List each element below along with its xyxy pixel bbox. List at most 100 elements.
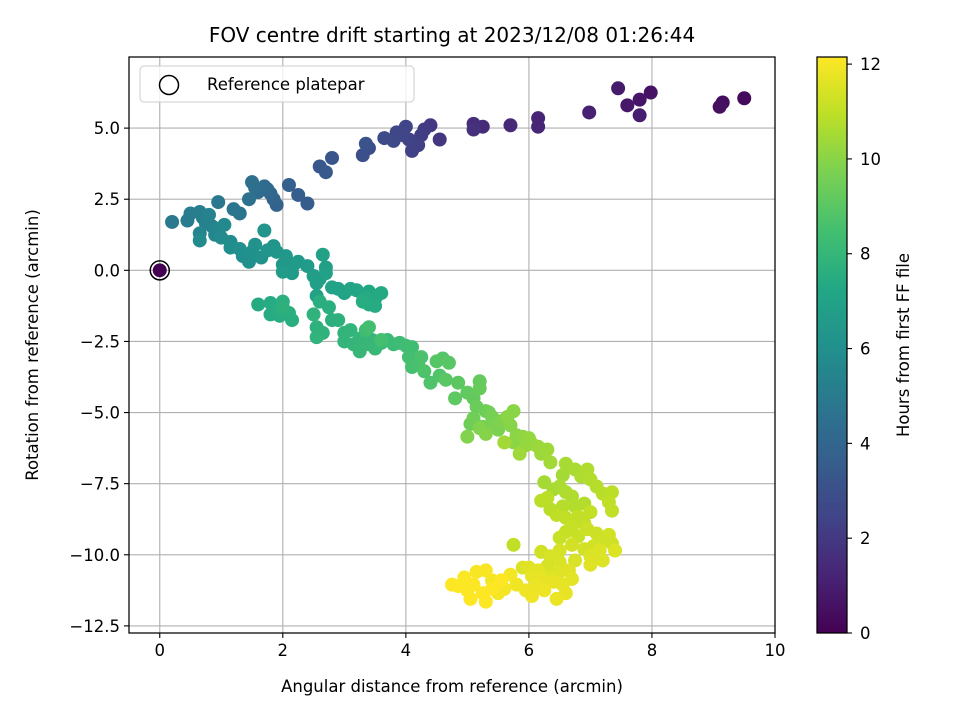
data-point xyxy=(595,553,610,568)
data-point xyxy=(300,196,315,211)
data-point xyxy=(429,354,444,369)
y-tick-label: −5.0 xyxy=(80,404,120,423)
data-point xyxy=(275,264,290,279)
data-point xyxy=(463,591,478,606)
data-point xyxy=(325,150,340,165)
y-tick-label: −10.0 xyxy=(69,546,120,565)
data-point xyxy=(331,313,346,328)
y-tick-label: 0.0 xyxy=(94,261,120,280)
data-point xyxy=(608,543,623,558)
data-point xyxy=(374,333,389,348)
data-point xyxy=(632,92,647,107)
data-point xyxy=(583,505,598,520)
data-point xyxy=(211,195,226,210)
data-point xyxy=(226,202,241,217)
colorbar-tick-label: 12 xyxy=(860,55,881,74)
data-point xyxy=(552,530,567,545)
data-point xyxy=(285,313,300,328)
data-point xyxy=(414,350,429,365)
data-point xyxy=(368,298,383,313)
data-point xyxy=(355,148,370,163)
y-tick-label: −7.5 xyxy=(80,475,120,494)
colorbar xyxy=(816,56,848,634)
reference-point xyxy=(152,263,167,278)
colorbar-ticks: 0 2 4 6 8 10 12 xyxy=(847,55,881,643)
data-point xyxy=(524,589,539,604)
colorbar-tick-label: 0 xyxy=(860,624,871,643)
colorbar-tick-label: 4 xyxy=(860,434,871,453)
legend: Reference platepar xyxy=(139,65,415,103)
data-point xyxy=(245,175,260,190)
x-tick-label: 10 xyxy=(765,641,786,660)
data-point xyxy=(241,192,256,207)
data-point xyxy=(309,330,324,345)
y-tick-label: −12.5 xyxy=(69,617,120,636)
data-point xyxy=(432,132,447,147)
x-axis-label: Angular distance from reference (arcmin) xyxy=(281,677,623,696)
data-point xyxy=(355,294,370,309)
data-point xyxy=(478,594,493,609)
data-point xyxy=(248,237,263,252)
data-point xyxy=(506,537,521,552)
data-point xyxy=(321,300,336,315)
data-point xyxy=(192,233,207,248)
data-point xyxy=(620,98,635,113)
data-point xyxy=(309,276,324,291)
data-point xyxy=(315,247,330,262)
chart-title: FOV centre drift starting at 2023/12/08 … xyxy=(209,23,695,47)
x-tick-label: 4 xyxy=(401,641,412,660)
data-point xyxy=(712,99,727,114)
data-point xyxy=(445,577,459,592)
data-point xyxy=(448,391,463,406)
data-point xyxy=(555,468,570,483)
data-point xyxy=(361,320,376,335)
data-point xyxy=(582,105,597,120)
data-point xyxy=(484,581,499,596)
data-point xyxy=(257,223,272,238)
data-point xyxy=(632,108,647,123)
reference-ring xyxy=(149,260,171,281)
data-point xyxy=(165,214,180,229)
data-point xyxy=(546,574,561,589)
y-tick-label: −2.5 xyxy=(80,332,120,351)
data-point xyxy=(451,375,466,390)
colorbar-tick-label: 10 xyxy=(860,150,881,169)
reference-marker xyxy=(149,260,171,281)
data-point xyxy=(306,307,321,322)
data-point xyxy=(472,381,487,396)
y-tick-label: 2.5 xyxy=(94,190,120,209)
legend-marker xyxy=(158,74,180,96)
x-tick-label: 2 xyxy=(278,641,289,660)
data-point xyxy=(438,372,453,387)
data-point xyxy=(494,573,509,588)
data-points xyxy=(165,81,752,609)
data-point xyxy=(281,178,296,192)
data-point xyxy=(583,557,598,572)
data-point xyxy=(564,537,579,552)
data-point xyxy=(543,455,558,470)
x-tick-label: 6 xyxy=(524,641,535,660)
data-point xyxy=(466,122,481,137)
data-point xyxy=(737,91,752,106)
data-point xyxy=(201,207,216,222)
plot-frame xyxy=(128,56,776,634)
data-point xyxy=(441,355,456,370)
y-tick-label: 5.0 xyxy=(94,119,120,138)
data-point xyxy=(537,583,552,598)
data-point xyxy=(377,131,392,146)
data-point xyxy=(352,344,367,359)
data-point xyxy=(611,81,626,96)
data-point xyxy=(318,266,333,281)
data-point xyxy=(405,143,420,158)
data-point xyxy=(291,187,306,202)
data-point xyxy=(358,136,373,151)
data-point xyxy=(552,554,567,569)
data-point xyxy=(500,409,515,424)
y-axis-label: Rotation from reference (arcmin) xyxy=(23,209,42,481)
data-point xyxy=(251,297,266,312)
data-point xyxy=(343,323,358,338)
colorbar-tick-label: 8 xyxy=(860,245,871,264)
y-axis-ticks: −12.5 −10.0 −7.5 −5.0 −2.5 0.0 2.5 5.0 xyxy=(69,119,129,636)
colorbar-tick-label: 2 xyxy=(860,529,871,548)
legend-label: Reference platepar xyxy=(207,75,365,94)
